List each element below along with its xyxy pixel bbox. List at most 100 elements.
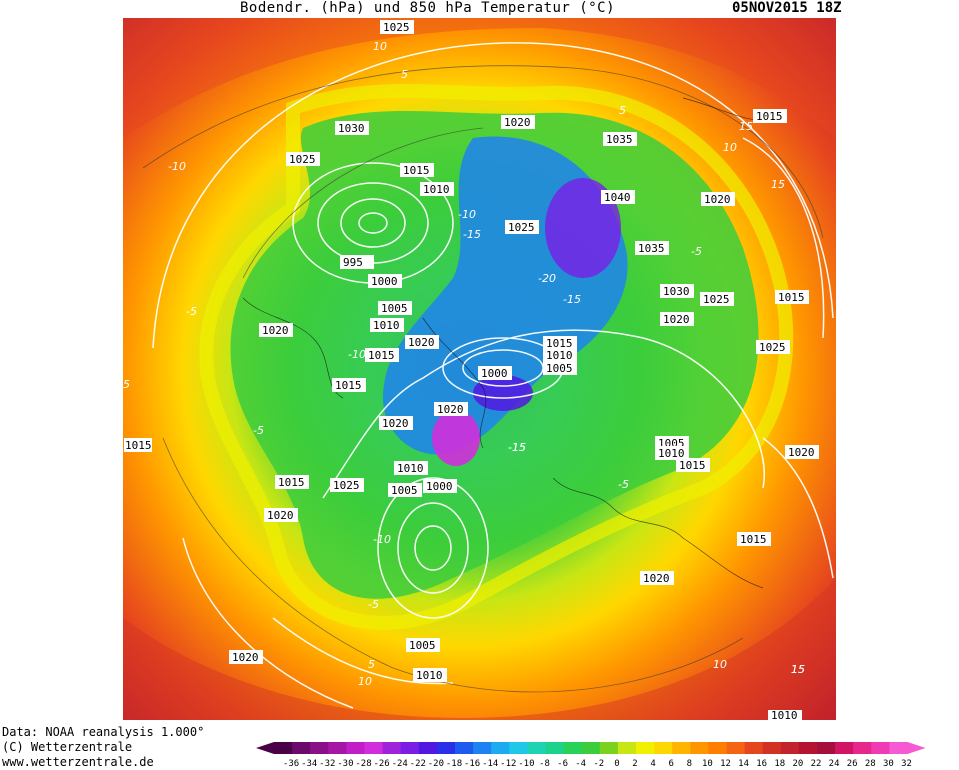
- legend-swatch: [292, 742, 311, 754]
- svg-text:1020: 1020: [262, 324, 289, 337]
- legend-swatch: [563, 742, 583, 754]
- legend-tick-label: 30: [883, 759, 894, 769]
- legend-tick-label: -10: [518, 759, 534, 769]
- legend-swatch: [780, 742, 800, 754]
- legend-tick-label: 22: [811, 759, 822, 769]
- svg-text:1020: 1020: [643, 572, 670, 585]
- svg-text:1025: 1025: [759, 341, 786, 354]
- legend-tick-label: -30: [337, 759, 353, 769]
- weather-map: 1025 1030 1025 1015 1010 995 1000 1005 1…: [123, 18, 836, 720]
- svg-text:1040: 1040: [604, 191, 631, 204]
- legend-swatch: [436, 742, 456, 754]
- legend-tick-label: -26: [373, 759, 389, 769]
- legend-tick-label: -12: [500, 759, 516, 769]
- pressure-label: 1025: [383, 21, 410, 34]
- legend-swatch: [835, 742, 854, 754]
- legend-tick-label: -36: [283, 759, 299, 769]
- legend-swatch: [473, 742, 492, 754]
- svg-text:10: 10: [713, 658, 727, 671]
- svg-text:1020: 1020: [788, 446, 815, 459]
- svg-text:15: 15: [771, 178, 785, 191]
- legend-tick-label: -6: [557, 759, 568, 769]
- legend-swatch: [509, 742, 528, 754]
- legend-swatch: [617, 742, 637, 754]
- svg-text:1015: 1015: [679, 459, 706, 472]
- svg-text:1015: 1015: [125, 439, 152, 452]
- svg-text:1030: 1030: [663, 285, 690, 298]
- svg-text:1020: 1020: [704, 193, 731, 206]
- legend-swatch: [672, 742, 691, 754]
- svg-text:-5: -5: [368, 598, 379, 611]
- footer-data-source: Data: NOAA reanalysis 1.000°: [2, 725, 205, 739]
- legend-swatch: [382, 742, 402, 754]
- svg-text:1010: 1010: [546, 349, 573, 362]
- legend-tick-label: 20: [792, 759, 803, 769]
- coastlines: [242, 97, 784, 589]
- legend-tick-label: 14: [738, 759, 749, 769]
- svg-text:1010: 1010: [416, 669, 443, 682]
- legend-swatch: [364, 742, 384, 754]
- map-title: Bodendr. (hPa) und 850 hPa Temperatur (°…: [240, 0, 616, 16]
- legend-swatch: [817, 742, 836, 754]
- svg-text:1000: 1000: [481, 367, 508, 380]
- svg-text:1020: 1020: [382, 417, 409, 430]
- legend-tick-label: -28: [355, 759, 371, 769]
- legend-tick-label: -16: [464, 759, 480, 769]
- svg-text:5: 5: [619, 104, 626, 117]
- svg-text:1020: 1020: [504, 116, 531, 129]
- svg-text:10: 10: [373, 40, 387, 53]
- svg-text:15: 15: [791, 663, 805, 676]
- svg-text:1035: 1035: [638, 242, 665, 255]
- legend-tick-label: 16: [756, 759, 767, 769]
- svg-text:1015: 1015: [403, 164, 430, 177]
- svg-text:-10: -10: [458, 208, 476, 221]
- svg-text:1005: 1005: [546, 362, 573, 375]
- legend-swatch: [455, 742, 474, 754]
- legend-tick-label: -22: [410, 759, 426, 769]
- svg-text:-10: -10: [373, 533, 391, 546]
- legend-tick-label: -20: [428, 759, 444, 769]
- legend-tick-label: -8: [539, 759, 550, 769]
- legend-swatch: [762, 742, 782, 754]
- svg-text:-5: -5: [618, 478, 629, 491]
- legend-tick-label: 10: [702, 759, 713, 769]
- legend-tick-label: 4: [650, 759, 655, 769]
- svg-text:1015: 1015: [756, 110, 783, 123]
- legend-swatch: [690, 742, 709, 754]
- legend-swatch: [581, 742, 601, 754]
- svg-text:1015: 1015: [740, 533, 767, 546]
- legend-tick-label: -2: [593, 759, 604, 769]
- legend-swatch: [726, 742, 746, 754]
- legend-swatch: [636, 742, 655, 754]
- svg-text:-15: -15: [563, 293, 581, 306]
- svg-text:1015: 1015: [278, 476, 305, 489]
- svg-text:10: 10: [723, 141, 737, 154]
- svg-text:15: 15: [791, 663, 805, 676]
- temperature-legend: -36 -34 -32 -30 -28 -26 -24 -22 -20 -18 -16 -14 -12-…: [256, 742, 926, 769]
- legend-swatch: [491, 742, 510, 754]
- svg-text:1015: 1015: [335, 379, 362, 392]
- legend-tick-label: 8: [687, 759, 692, 769]
- svg-text:5: 5: [368, 658, 375, 671]
- svg-text:1035: 1035: [606, 133, 633, 146]
- svg-text:-15: -15: [508, 441, 526, 454]
- legend-swatch: [708, 742, 727, 754]
- svg-text:15: 15: [739, 120, 753, 133]
- svg-text:1020: 1020: [232, 651, 259, 664]
- legend-swatch: [527, 742, 546, 754]
- svg-text:-5: -5: [691, 245, 702, 258]
- legend-swatch: [310, 742, 329, 754]
- svg-text:1000: 1000: [426, 480, 453, 493]
- legend-arrow-left: [256, 742, 274, 754]
- svg-text:1025: 1025: [703, 293, 730, 306]
- svg-text:1005: 1005: [409, 639, 436, 652]
- svg-text:-10: -10: [348, 348, 366, 361]
- svg-text:1020: 1020: [437, 403, 464, 416]
- svg-text:1010: 1010: [423, 183, 450, 196]
- svg-text:1015: 1015: [546, 337, 573, 350]
- legend-swatch: [599, 742, 619, 754]
- legend-tick-label: 2: [632, 759, 637, 769]
- map-datestamp: 05NOV2015 18Z: [732, 0, 842, 16]
- svg-text:-15: -15: [508, 441, 526, 454]
- legend-tick-label: 24: [829, 759, 840, 769]
